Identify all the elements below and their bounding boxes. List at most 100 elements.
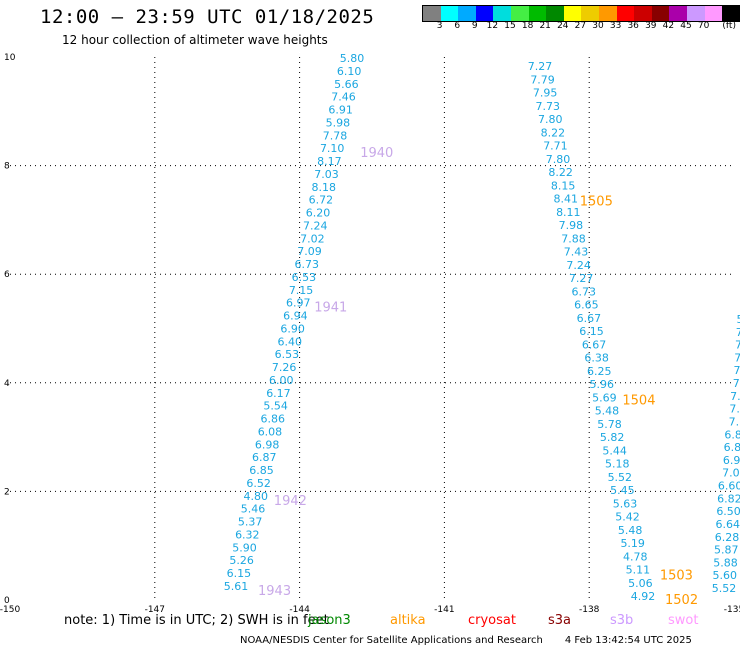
wave-height-label: 6.73: [572, 285, 597, 298]
wave-height-label: 5.44: [602, 444, 627, 457]
wave-height-label: 5.82: [600, 431, 625, 444]
wave-height-label: 7.27: [528, 60, 553, 73]
wave-height-label: 5.11: [626, 564, 651, 577]
wave-height-label: 6.82: [717, 492, 740, 505]
pass-time-label: 1503: [660, 569, 693, 584]
longitude-tick-label: -144: [289, 605, 310, 615]
wave-height-label: 8.15: [551, 179, 576, 192]
wave-height-label: 6.38: [584, 352, 609, 365]
wave-height-label: 7.71: [543, 140, 568, 153]
wave-height-label: 5.19: [620, 537, 645, 550]
page-title: 12:00 – 23:59 UTC 01/18/2025: [40, 6, 375, 28]
colorbar-swatch: [669, 6, 687, 21]
legend-item-swot: swot: [668, 613, 699, 628]
wave-height-label: 6.00: [269, 374, 294, 387]
wave-height-label: 6.65: [574, 299, 599, 312]
colorbar-tick-label: 6: [454, 21, 461, 31]
satellite-legend: jason3 altika cryosat s3a s3b swot: [0, 613, 740, 629]
wave-height-label: 7.78: [323, 129, 348, 142]
wave-height-label: 6.20: [306, 207, 331, 220]
colorbar-tick-label: 33: [609, 21, 622, 31]
colorbar-tick-label: 39: [645, 21, 657, 31]
wave-height-label: 6.08: [258, 425, 283, 438]
wave-height-label: 7.80: [538, 113, 563, 126]
colorbar-swatch: [546, 6, 564, 21]
wave-height-label: 5.98: [326, 116, 351, 129]
wave-height-label: 5.42: [615, 511, 640, 524]
colorbar-swatch: [510, 6, 529, 21]
wave-height-label: 8.22: [541, 126, 566, 139]
wave-height-label: 6.10: [337, 65, 362, 78]
units-note: note: 1) Time is in UTC; 2) SWH is in fe…: [64, 613, 329, 628]
wave-height-label: 7.02: [300, 232, 325, 245]
colorbar-swatch: [722, 6, 740, 21]
wave-height-label: 7.88: [561, 232, 586, 245]
pass-time-label: 1505: [580, 195, 613, 210]
wave-height-label: 8.22: [548, 166, 573, 179]
colorbar-tick-label: 15: [504, 21, 516, 31]
colorbar-tick-label: 21: [539, 21, 551, 31]
wave-height-label: 7.: [730, 390, 740, 403]
longitude-tick-labels: -150 -147 -144 -141 -138 -135: [0, 605, 740, 615]
wave-height-label: 6.53: [292, 271, 317, 284]
colorbar-tick-label: 30: [592, 21, 604, 31]
wave-height-label: 7.: [729, 403, 740, 416]
wave-height-label: 6.85: [249, 464, 274, 477]
wave-height-label: 7: [734, 351, 740, 364]
wave-height-label: 7.10: [320, 142, 345, 155]
wave-height-label: 7.98: [559, 219, 584, 232]
wave-height-label: 5.66: [334, 78, 359, 91]
wave-height-label: 7.46: [331, 91, 356, 104]
wave-height-label: 5.78: [597, 418, 622, 431]
colorbar-swatch: [616, 6, 635, 21]
wave-height-label: 6.90: [280, 322, 305, 335]
wave-height-label: 5.48: [618, 524, 643, 537]
wave-height-label: 6.17: [266, 387, 291, 400]
wave-height-label: 6.87: [252, 451, 277, 464]
wave-height-label: 8.41: [554, 193, 579, 206]
legend-item-s3a: s3a: [548, 613, 572, 628]
pass-time-label: 1941: [314, 301, 347, 316]
wave-height-label: 5.69: [592, 391, 617, 404]
wave-height-label: 6.32: [235, 528, 260, 541]
legend-item-jason3: jason3: [308, 613, 351, 628]
wave-height-label: 6.72: [309, 194, 334, 207]
colorbar-tick-label: 18: [521, 21, 534, 31]
wave-height-label: 6.97: [286, 297, 311, 310]
wave-height-label: 4.78: [623, 550, 648, 563]
wave-height-label: 8.17: [317, 155, 342, 168]
colorbar-tick-label: 3: [436, 21, 443, 31]
colorbar-swatch: [704, 6, 723, 21]
colorbar-swatch: [598, 6, 617, 21]
wave-height-label: 7: [736, 326, 740, 339]
wave-height-label: 6.67: [577, 312, 602, 325]
wave-height-label: 6.8: [724, 428, 740, 441]
colorbar-swatch: [475, 6, 494, 21]
wave-height-label: 6.15: [579, 325, 604, 338]
wave-height-label: 5: [737, 313, 740, 326]
latitude-tick-label: 4: [4, 379, 10, 389]
wave-height-label: 5.06: [628, 577, 653, 590]
wave-height-label: 6.8: [724, 441, 740, 454]
page-subtitle: 12 hour collection of altimeter wave hei…: [62, 33, 328, 47]
colorbar-tick-label: 42: [662, 21, 675, 31]
wave-height-colorbar: [422, 5, 740, 22]
wave-height-label: 7.80: [546, 153, 571, 166]
colorbar-tick-label: 27: [574, 21, 587, 31]
pass-time-label: 1943: [258, 584, 291, 599]
latitude-tick-labels: 0 2 4 6 8 10: [4, 53, 16, 606]
wave-height-label: 4.92: [631, 590, 656, 603]
latitude-tick-label: 10: [4, 53, 16, 63]
wave-height-label: 5.96: [590, 378, 615, 391]
colorbar-swatch: [528, 6, 547, 21]
wave-height-label: 6.25: [587, 365, 612, 378]
latitude-tick-label: 0: [4, 596, 10, 606]
wave-height-label: 7: [733, 364, 740, 377]
pass-time-label: 1942: [274, 494, 307, 509]
footer-date: 4 Feb 13:42:54 UTC 2025: [564, 635, 692, 646]
wave-height-label: 8.11: [556, 206, 581, 219]
wave-height-label: 7.24: [566, 259, 591, 272]
latitude-tick-label: 8: [4, 162, 10, 172]
longitude-tick-label: -147: [145, 605, 165, 615]
wave-height-label: 5.80: [340, 52, 365, 65]
